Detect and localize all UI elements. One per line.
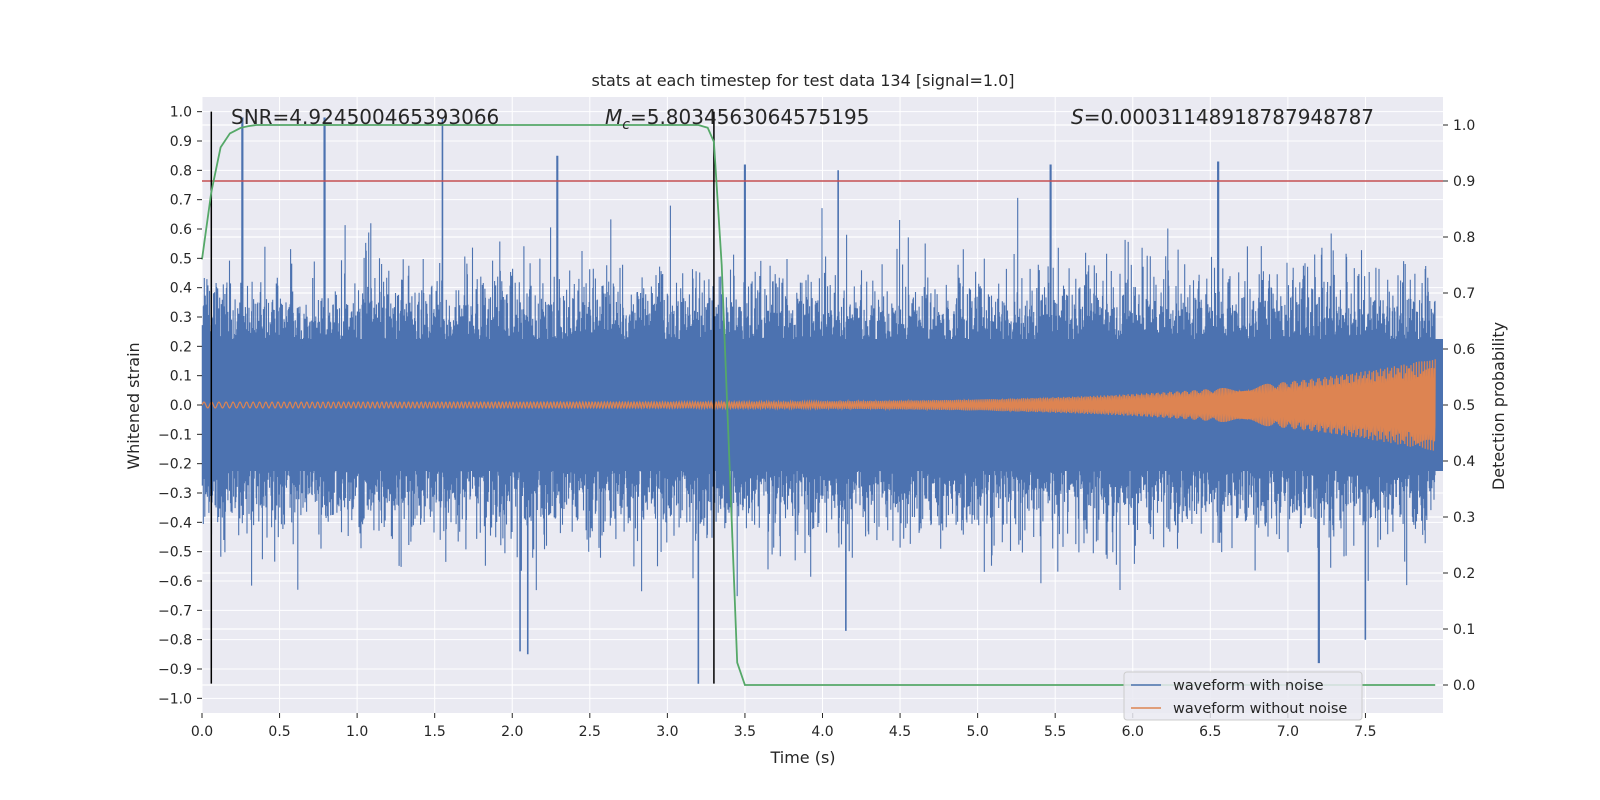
x-tick-label: 2.5 [579, 724, 601, 740]
axis-ticks: 0.0 0.5 1.0 1.5 2.0 2.5 3.0 3.5 4.0 4.5 5.0 5.5 6.0 6… [158, 105, 1475, 740]
chirp-mass-symbol: M [605, 105, 622, 129]
s-annotation: S=0.00031148918787948787 [1071, 105, 1374, 129]
chirp-mass-value: =5.8034563064575195 [630, 105, 869, 129]
x-tick-label: 5.5 [1044, 724, 1066, 740]
x-tick-label: 3.0 [656, 724, 678, 740]
x-tick-label: 4.0 [811, 724, 833, 740]
y-tick-label: −0.2 [158, 457, 192, 473]
marker-lines [210, 111, 715, 684]
y-tick-label: 0.7 [170, 193, 192, 209]
y-tick-label: −1.0 [158, 691, 192, 707]
y-tick-label: −0.4 [158, 515, 192, 531]
y-tick-label: 0.1 [170, 369, 192, 385]
y2-tick-label: 0.7 [1453, 286, 1475, 302]
y-tick-label: −0.5 [158, 545, 192, 561]
y2-tick-label: 0.9 [1453, 174, 1475, 190]
y-tick-label: −0.6 [158, 574, 192, 590]
legend-box [1123, 671, 1363, 721]
snr-annotation: SNR=4.924500465393066 [231, 105, 499, 129]
x-tick-label: 1.5 [424, 724, 446, 740]
y2-tick-label: 0.2 [1453, 566, 1475, 582]
probability-line [201, 124, 1436, 686]
y-tick-label: 0.2 [170, 339, 192, 355]
y2-tick-label: 0.6 [1453, 342, 1475, 358]
y2-tick-label: 0.0 [1453, 678, 1475, 694]
y2-tick-label: 0.3 [1453, 510, 1475, 526]
y-tick-label: 0.3 [170, 310, 192, 326]
x-tick-label: 4.5 [889, 724, 911, 740]
y2-tick-label: 0.1 [1453, 622, 1475, 638]
x-tick-label: 1.0 [346, 724, 368, 740]
y-tick-label: 0.6 [170, 222, 192, 238]
x-tick-label: 7.5 [1354, 724, 1376, 740]
y-tick-label: −0.1 [158, 427, 192, 443]
series-detection-probability [201, 124, 1436, 686]
clean-waveform [201, 359, 1436, 451]
y-tick-label: −0.9 [158, 662, 192, 678]
y-tick-label: 0.4 [170, 281, 192, 297]
y-tick-label: 1.0 [170, 105, 192, 121]
y2-tick-label: 0.4 [1453, 454, 1475, 470]
x-tick-label: 6.5 [1199, 724, 1221, 740]
legend: waveform with noise waveform without noi… [1123, 671, 1363, 721]
y2-tick-label: 1.0 [1453, 118, 1475, 134]
chart-title: stats at each timestep for test data 134… [591, 71, 1014, 90]
y-tick-label: −0.3 [158, 486, 192, 502]
s-symbol: S [1071, 105, 1084, 129]
x-tick-label: 7.0 [1277, 724, 1299, 740]
x-tick-label: 3.5 [734, 724, 756, 740]
x-tick-label: 5.0 [966, 724, 988, 740]
legend-label-noise: waveform with noise [1173, 678, 1324, 694]
y-tick-label: 0.8 [170, 163, 192, 179]
y-tick-label: 0.5 [170, 251, 192, 267]
x-tick-label: 0.0 [191, 724, 213, 740]
chirp-mass-annotation: Mc=5.8034563064575195 [605, 105, 869, 133]
y-tick-label: 0.9 [170, 134, 192, 150]
y2-tick-label: 0.5 [1453, 398, 1475, 414]
y-tick-label: 0.0 [170, 398, 192, 414]
x-tick-label: 6.0 [1122, 724, 1144, 740]
y-tick-label: −0.7 [158, 603, 192, 619]
legend-label-clean: waveform without noise [1173, 701, 1347, 717]
x-tick-label: 0.5 [268, 724, 290, 740]
chirp-mass-subscript: c [622, 117, 630, 133]
x-tick-label: 2.0 [501, 724, 523, 740]
y2-axis-label: Detection probability [1489, 322, 1508, 490]
series-waveform-without-noise [201, 359, 1436, 451]
x-axis-label: Time (s) [769, 748, 835, 767]
y-tick-label: −0.8 [158, 633, 192, 649]
y2-tick-label: 0.8 [1453, 230, 1475, 246]
y-axis-label: Whitened strain [124, 342, 143, 469]
s-value: =0.00031148918787948787 [1084, 105, 1374, 129]
